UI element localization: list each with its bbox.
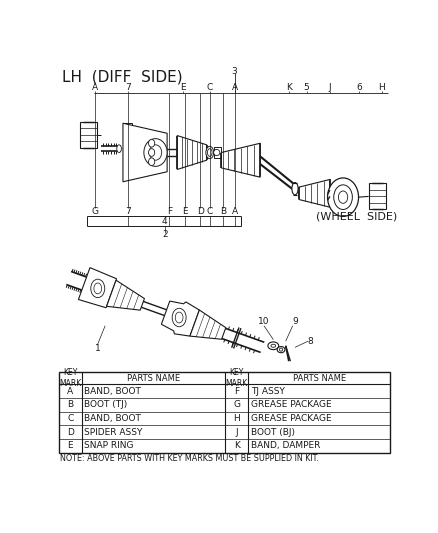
Text: TJ ASSY: TJ ASSY [251,386,285,395]
Text: J: J [328,83,331,92]
Text: F: F [234,386,240,395]
Bar [369,183,386,209]
Ellipse shape [277,346,285,353]
Text: H: H [378,83,385,92]
Text: A: A [232,83,237,92]
Text: 1: 1 [95,344,100,353]
Text: 4: 4 [162,216,168,225]
Text: PARTS NAME: PARTS NAME [127,374,180,383]
Text: G: G [233,400,240,409]
Text: 10: 10 [258,318,270,326]
Text: A: A [232,207,237,216]
Text: PARTS NAME: PARTS NAME [293,374,346,383]
Ellipse shape [206,147,214,159]
Text: E: E [67,441,73,450]
Ellipse shape [94,283,102,294]
Ellipse shape [208,149,212,156]
Ellipse shape [339,191,348,203]
Polygon shape [123,123,132,139]
Text: 9: 9 [292,318,298,326]
Ellipse shape [214,149,220,156]
Text: E: E [180,83,185,92]
Ellipse shape [172,308,186,327]
Text: 7: 7 [125,83,131,92]
Text: (WHEEL  SIDE): (WHEEL SIDE) [316,212,398,221]
Text: BAND, BOOT: BAND, BOOT [84,386,141,395]
Text: F: F [167,207,172,216]
Ellipse shape [148,158,155,166]
Text: BOOT (BJ): BOOT (BJ) [251,428,295,437]
Polygon shape [106,280,145,310]
Text: C: C [207,207,213,216]
Bar [59,372,390,453]
Polygon shape [221,143,260,177]
Ellipse shape [91,279,105,297]
Polygon shape [78,268,117,308]
Ellipse shape [334,185,352,209]
Text: 7: 7 [125,207,131,216]
Ellipse shape [149,145,162,160]
Bar [214,147,221,158]
Polygon shape [190,310,226,340]
Text: E: E [182,207,188,216]
Ellipse shape [292,182,298,195]
Text: LH  (DIFF  SIDE): LH (DIFF SIDE) [63,69,183,85]
Text: J: J [236,428,238,437]
Text: SPIDER ASSY: SPIDER ASSY [84,428,143,437]
Ellipse shape [144,139,167,166]
Text: D: D [197,207,204,216]
Text: KEY
MARK: KEY MARK [59,368,81,388]
Text: A: A [67,386,73,395]
Text: 5: 5 [304,83,310,92]
Text: D: D [67,428,74,437]
Text: H: H [233,414,240,423]
Ellipse shape [148,140,155,147]
Text: KEY
MARK: KEY MARK [226,368,248,388]
Polygon shape [123,123,167,182]
Text: C: C [207,83,213,92]
Text: K: K [286,83,292,92]
Polygon shape [161,301,199,336]
Ellipse shape [279,348,283,351]
Text: GREASE PACKAGE: GREASE PACKAGE [251,400,332,409]
Text: NOTE: ABOVE PARTS WITH KEY MARKS MUST BE SUPPLIED IN KIT.: NOTE: ABOVE PARTS WITH KEY MARKS MUST BE… [60,455,319,464]
Text: SNAP RING: SNAP RING [84,441,134,450]
Text: G: G [92,207,99,216]
Text: BAND, DAMPER: BAND, DAMPER [251,441,320,450]
Text: B: B [67,400,73,409]
Text: BOOT (TJ): BOOT (TJ) [84,400,127,409]
Ellipse shape [117,145,121,152]
Text: GREASE PACKAGE: GREASE PACKAGE [251,414,332,423]
Polygon shape [299,180,330,207]
Text: K: K [234,441,240,450]
Ellipse shape [328,178,359,216]
Ellipse shape [175,312,183,323]
Ellipse shape [271,344,276,348]
Text: 6: 6 [357,83,362,92]
Ellipse shape [148,149,155,156]
Text: C: C [67,414,74,423]
Text: 2: 2 [162,230,168,239]
Text: 3: 3 [232,67,237,76]
Text: BAND, BOOT: BAND, BOOT [84,414,141,423]
Bar [80,122,97,148]
Text: B: B [220,207,226,216]
Polygon shape [177,135,207,169]
Ellipse shape [268,342,279,350]
Text: 8: 8 [307,337,313,346]
Text: A: A [92,83,98,92]
